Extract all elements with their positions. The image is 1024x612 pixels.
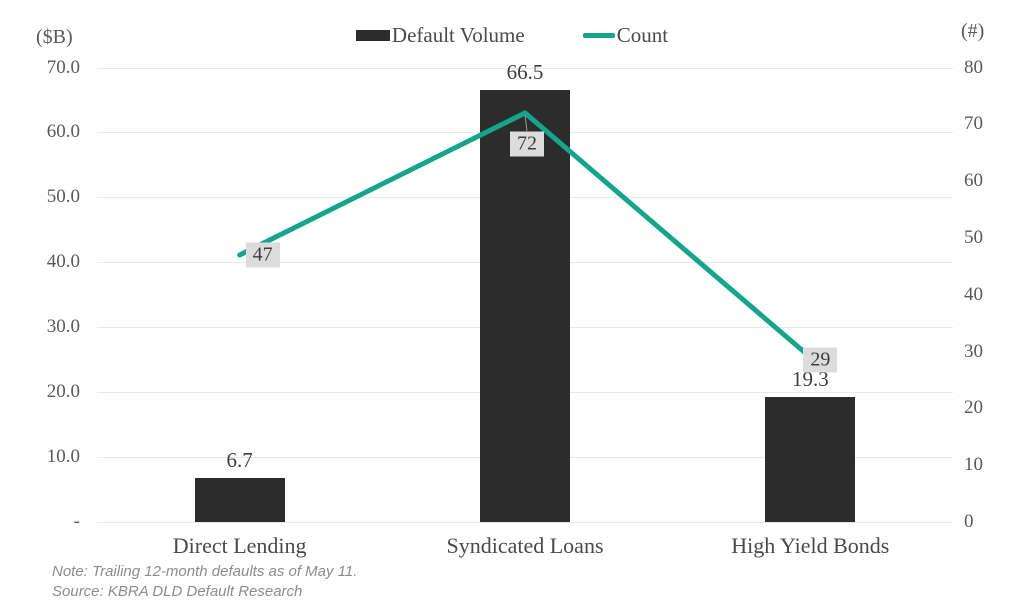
legend-label-default-volume: Default Volume — [391, 22, 525, 47]
left-axis-tick-label: - — [73, 511, 80, 532]
right-axis-tick-label: 0 — [964, 511, 974, 532]
left-axis-tick-label: 40.0 — [46, 251, 80, 273]
legend-item-default-volume: Default Volume — [355, 22, 525, 48]
right-axis-tick-label: 50 — [964, 226, 983, 248]
count-point-label: 47 — [245, 242, 280, 268]
left-axis-tick-label: 60.0 — [46, 121, 80, 143]
bar-value-label: 66.5 — [506, 60, 544, 85]
bar-swatch-icon — [355, 29, 390, 41]
category-label: Syndicated Loans — [446, 533, 604, 558]
bar-direct-lending — [194, 478, 285, 522]
left-axis-unit-label: ($B) — [36, 26, 73, 48]
left-axis-tick-label: 50.0 — [46, 186, 80, 208]
source-line: Source: KBRA DLD Default Research — [52, 583, 303, 600]
bar-high-yield-bonds — [765, 396, 856, 522]
right-axis-tick-label: 70 — [964, 113, 983, 135]
left-axis-tick-label: 30.0 — [46, 316, 80, 338]
right-axis-tick-label: 80 — [964, 56, 983, 78]
right-axis-tick-label: 60 — [964, 170, 983, 192]
legend-label-count: Count — [616, 22, 669, 47]
footnotes: Note: Trailing 12-month defaults as of M… — [52, 562, 357, 602]
legend-item-count: Count — [582, 22, 669, 48]
category-label: Direct Lending — [172, 533, 307, 558]
gridline — [97, 522, 953, 523]
chart-legend: Default Volume Count — [0, 22, 1024, 48]
right-axis-tick-label: 40 — [964, 283, 983, 305]
right-axis-tick-label: 10 — [964, 454, 983, 476]
count-point-label: 29 — [803, 347, 838, 373]
count-point-label: 72 — [510, 131, 544, 157]
gridline — [97, 67, 953, 69]
left-axis-tick-label: 20.0 — [46, 381, 80, 403]
right-axis-tick-label: 20 — [964, 397, 983, 419]
left-axis-tick-label: 10.0 — [46, 446, 80, 468]
right-axis-unit-label: (#) — [961, 20, 985, 42]
line-swatch-icon — [582, 32, 615, 38]
note-line: Note: Trailing 12-month defaults as of M… — [52, 563, 358, 580]
right-axis-tick-label: 30 — [964, 340, 983, 362]
left-axis-tick-label: 70.0 — [46, 56, 80, 78]
category-label: High Yield Bonds — [731, 533, 890, 558]
bar-value-label: 6.7 — [226, 448, 253, 473]
